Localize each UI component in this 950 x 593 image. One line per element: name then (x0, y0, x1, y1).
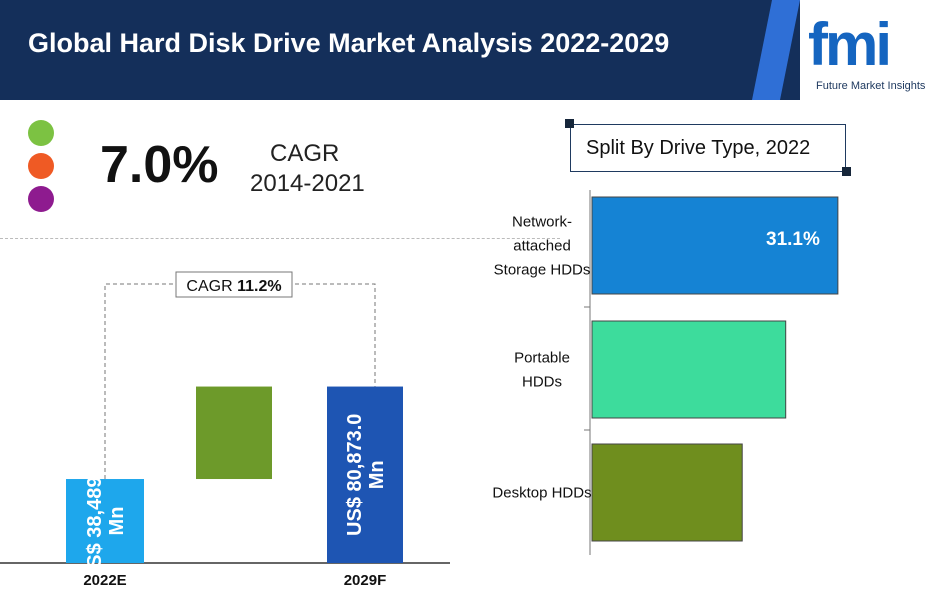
cagr-annotation-value: 11.2% (237, 278, 281, 295)
y-tick-label: Desktop HDDs (492, 485, 591, 502)
bar-2022e (66, 479, 144, 563)
orange-dot-icon (28, 153, 54, 179)
y-tick-label: Network-attached Storage HDDs (494, 214, 591, 279)
value-label-line: Mn (106, 507, 128, 536)
x-tick-label: 2022E (83, 572, 126, 589)
value-label-line: Mn (366, 460, 388, 489)
cagr-period: 2014-2021 (250, 170, 365, 197)
y-tick-label: Portable HDDs (514, 350, 570, 391)
header-stripe (752, 0, 800, 100)
bar-1 (591, 320, 787, 419)
corner-marker (842, 167, 851, 176)
section-divider (0, 238, 560, 239)
cagr-label: CAGR (270, 140, 340, 167)
bar-2022e-value-label: US$ 38,489.9Mn (84, 460, 128, 582)
value-label-line: US$ 38,489.9 (84, 460, 106, 582)
bar-0 (591, 196, 839, 295)
cagr-annotation-prefix: CAGR (186, 278, 237, 295)
logo-subtitle: Future Market Insights (816, 80, 926, 92)
y-tick-label-line: HDDs (522, 374, 562, 391)
purple-dot-icon (28, 186, 54, 212)
bar-2 (591, 443, 743, 542)
y-tick-label-line: Desktop HDDs (492, 485, 591, 502)
bar-2029f (327, 386, 403, 563)
value-label-line: US$ 80,873.0 (344, 414, 366, 536)
y-tick-label-line: attached (513, 238, 571, 255)
corner-marker (565, 119, 574, 128)
page-title: Global Hard Disk Drive Market Analysis 2… (28, 28, 670, 58)
split-chart-title: Split By Drive Type, 2022 (586, 137, 811, 159)
y-tick-label-line: Network- (512, 214, 572, 231)
bar-2029f-value-label: US$ 80,873.0Mn (344, 414, 388, 536)
header-banner (0, 0, 800, 100)
y-tick-label-line: Storage HDDs (494, 262, 591, 279)
cagr-annotation: CAGR 11.2% (186, 278, 281, 295)
cagr-annotation-box (175, 271, 293, 298)
header-background (0, 0, 800, 100)
split-title-box (570, 124, 846, 172)
bar-increment (196, 386, 272, 480)
green-dot-icon (28, 120, 54, 146)
drive-type-bar-chart: 31.1% Network-attached Storage HDDs Portabl… (492, 190, 839, 555)
bar-value-label: 31.1% (766, 229, 820, 250)
fmi-logo: fmi (808, 11, 892, 78)
y-tick-label-line: Portable (514, 350, 570, 367)
cagr-value: 7.0% (100, 136, 219, 194)
x-tick-label: 2029F (344, 572, 387, 589)
